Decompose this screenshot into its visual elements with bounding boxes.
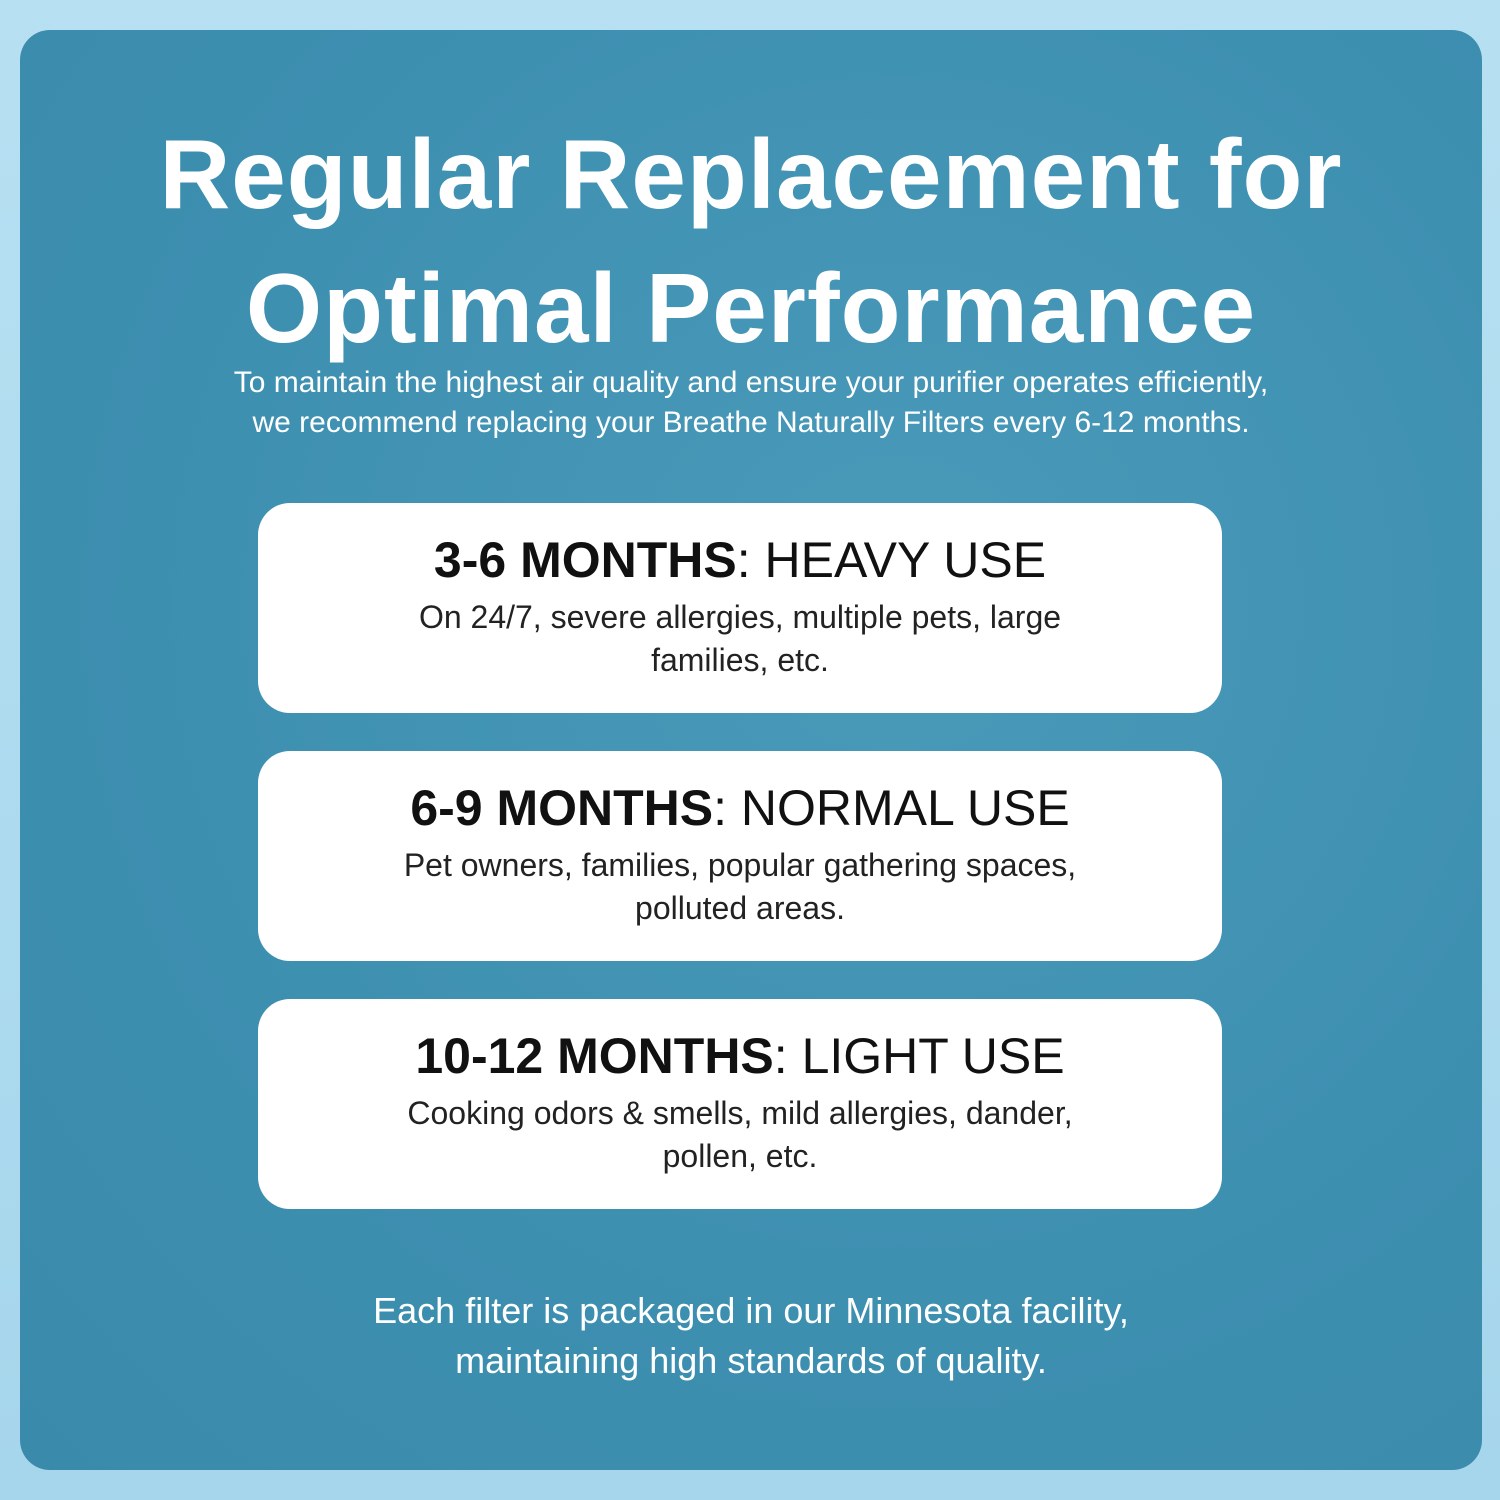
card-description: Pet owners, families, popular gathering … xyxy=(403,847,1077,883)
card-description: pollen, etc. xyxy=(662,1138,818,1174)
footer-line: maintaining high standards of quality. xyxy=(455,1340,1047,1381)
usage: : LIGHT USE xyxy=(773,1028,1065,1084)
card-heading: 3-6 MONTHS: HEAVY USE xyxy=(258,531,1222,589)
intro-line: To maintain the highest air quality and … xyxy=(233,366,1269,399)
card-description: On 24/7, severe allergies, multiple pets… xyxy=(418,599,1062,635)
period: 10-12 MONTHS xyxy=(415,1028,774,1084)
card-description: families, etc. xyxy=(651,642,829,678)
period: 6-9 MONTHS xyxy=(410,780,714,836)
card-description: Cooking odors & smells, mild allergies, … xyxy=(407,1095,1073,1131)
usage: : NORMAL USE xyxy=(713,780,1070,836)
card-heading: 10-12 MONTHS: LIGHT USE xyxy=(258,1027,1222,1085)
usage: : HEAVY USE xyxy=(736,532,1047,588)
title-line: Regular Replacement for xyxy=(159,119,1343,229)
card-description: polluted areas. xyxy=(635,890,845,926)
usage-card: 10-12 MONTHS: LIGHT USE Cooking odors & … xyxy=(258,999,1222,1209)
footer-line: Each filter is packaged in our Minnesota… xyxy=(373,1290,1129,1331)
period: 3-6 MONTHS xyxy=(433,532,737,588)
card-heading: 6-9 MONTHS: NORMAL USE xyxy=(258,779,1222,837)
panel: Regular Replacement for Optimal Performa… xyxy=(20,30,1482,1470)
usage-card: 6-9 MONTHS: NORMAL USE Pet owners, famil… xyxy=(258,751,1222,961)
intro-line: we recommend replacing your Breathe Natu… xyxy=(252,406,1250,439)
usage-card: 3-6 MONTHS: HEAVY USE On 24/7, severe al… xyxy=(258,503,1222,713)
title-line: Optimal Performance xyxy=(245,253,1257,363)
